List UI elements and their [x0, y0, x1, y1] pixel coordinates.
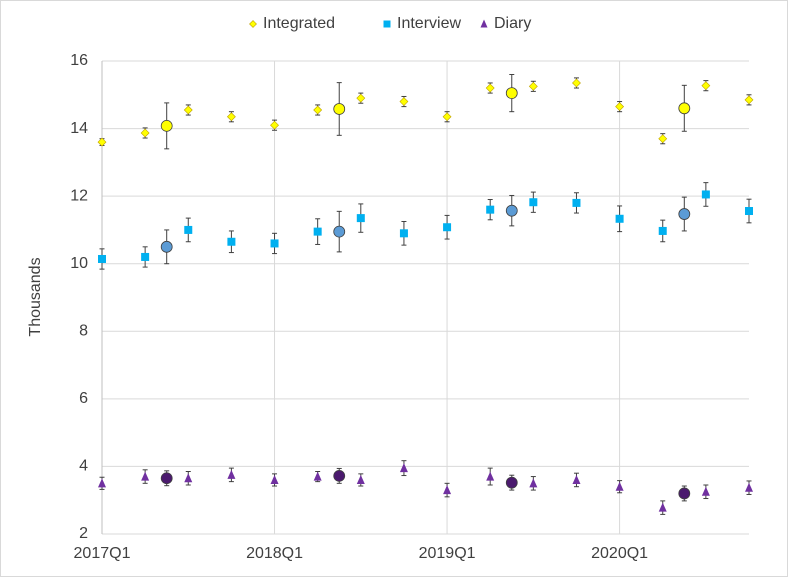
annual-point — [505, 204, 518, 217]
point — [226, 112, 236, 122]
point — [443, 223, 452, 232]
point — [658, 502, 667, 512]
point — [313, 471, 322, 481]
point — [615, 214, 624, 223]
y-tick-label: 12 — [70, 187, 88, 204]
x-tick-label: 2017Q1 — [74, 545, 131, 562]
y-tick-label: 6 — [79, 390, 88, 407]
annual-point — [505, 476, 518, 489]
point — [140, 128, 150, 138]
point — [528, 81, 538, 91]
point — [701, 486, 710, 496]
y-tick-label: 16 — [70, 52, 88, 69]
y-tick-label: 4 — [79, 458, 88, 475]
legend-label: Integrated — [263, 15, 335, 32]
point — [443, 485, 452, 495]
annual-point — [160, 472, 173, 485]
point — [615, 481, 624, 491]
x-tick-label: 2018Q1 — [246, 545, 303, 562]
point — [227, 469, 236, 479]
point — [313, 227, 322, 236]
point — [701, 81, 711, 91]
point — [356, 474, 365, 484]
point — [658, 226, 667, 235]
annual-point — [505, 87, 518, 99]
legend-label: Interview — [397, 15, 461, 32]
point — [529, 478, 538, 488]
annual-point — [678, 208, 691, 220]
point — [183, 105, 193, 115]
legend-marker — [383, 20, 391, 28]
point — [270, 239, 279, 248]
point — [485, 83, 495, 93]
point — [97, 137, 107, 147]
point — [399, 97, 409, 106]
point — [356, 214, 365, 223]
legend-marker — [249, 20, 257, 28]
point — [529, 198, 538, 207]
point — [141, 252, 150, 261]
annual-point — [160, 119, 173, 132]
x-tick-label: 2020Q1 — [591, 545, 648, 562]
point — [744, 95, 754, 105]
y-axis-label: Thousands — [27, 257, 44, 336]
point — [745, 482, 753, 492]
annual-point — [333, 469, 346, 482]
point — [270, 120, 279, 130]
y-tick-label: 14 — [70, 120, 88, 137]
point — [227, 237, 236, 246]
annual-point — [333, 103, 346, 115]
legend-marker — [480, 19, 488, 28]
point — [270, 474, 279, 484]
point — [486, 471, 495, 481]
point — [399, 229, 408, 238]
point — [486, 205, 495, 214]
point — [658, 134, 668, 144]
point — [572, 474, 581, 484]
annual-point — [678, 102, 691, 115]
x-tick-label: 2019Q1 — [419, 545, 476, 562]
point — [399, 463, 408, 473]
point — [184, 225, 193, 234]
y-tick-label: 2 — [79, 525, 88, 542]
y-tick-label: 10 — [70, 255, 88, 272]
annual-point — [678, 487, 691, 500]
point — [141, 471, 150, 481]
annual-point — [160, 240, 173, 253]
point — [98, 478, 106, 488]
legend-label: Diary — [494, 15, 531, 32]
point — [572, 198, 581, 207]
point — [356, 93, 366, 103]
y-tick-label: 8 — [79, 323, 88, 340]
point — [98, 254, 106, 263]
point — [745, 207, 753, 216]
point — [313, 105, 323, 115]
annual-point — [333, 225, 346, 238]
point — [615, 102, 625, 112]
point — [184, 473, 193, 483]
point — [442, 112, 452, 122]
point — [701, 190, 710, 199]
point — [572, 78, 581, 88]
